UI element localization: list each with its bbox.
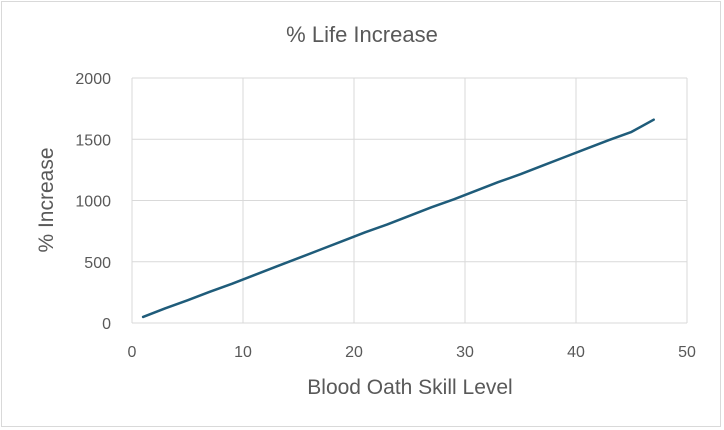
- x-tick-label: 30: [456, 344, 474, 361]
- y-axis-ticks: 0 500 1000 1500 2000: [75, 71, 111, 333]
- x-axis-title: Blood Oath Skill Level: [307, 376, 512, 399]
- chart-title: % Life Increase: [286, 22, 438, 47]
- y-tick-label: 2000: [75, 71, 111, 88]
- y-axis-title: % Increase: [35, 147, 58, 252]
- y-tick-label: 0: [102, 316, 111, 333]
- y-tick-label: 1500: [75, 132, 111, 149]
- x-tick-label: 20: [345, 344, 363, 361]
- x-tick-label: 10: [234, 344, 252, 361]
- x-axis-ticks: 0 10 20 30 40 50: [128, 344, 696, 361]
- x-tick-label: 0: [128, 344, 137, 361]
- series-line: [141, 118, 655, 319]
- gridlines: [131, 77, 688, 324]
- y-tick-label: 1000: [75, 194, 111, 211]
- x-tick-label: 50: [678, 344, 696, 361]
- y-tick-label: 500: [84, 255, 111, 272]
- x-tick-label: 40: [567, 344, 585, 361]
- series-group: [141, 118, 655, 319]
